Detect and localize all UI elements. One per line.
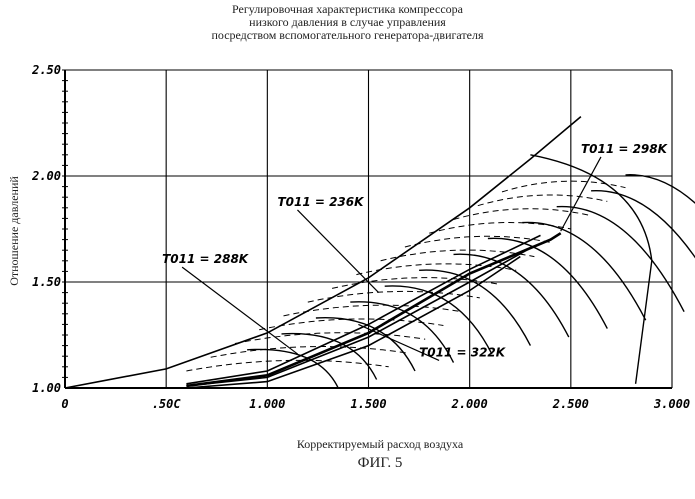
speed-line: [591, 190, 695, 259]
y-tick-label: 2.50: [31, 63, 61, 77]
speed-line: [419, 269, 532, 346]
speed-line: [281, 332, 378, 380]
annotations: T011 = 298K T011 = 236K T011 = 288K T011 = …: [162, 142, 669, 361]
efficiency-line: [429, 222, 571, 234]
y-axis-label: Отношение давлений: [7, 176, 21, 286]
annotation-label: T011 = 236K: [277, 195, 365, 209]
annotation-label: T011 = 288K: [162, 252, 250, 266]
efficiency-line: [404, 235, 553, 248]
efficiency-line: [501, 180, 626, 193]
efficiency-line: [453, 208, 590, 220]
chart-title-line-1: Регулировочная характеристика компрессор…: [232, 2, 463, 16]
x-axis-label: Корректируемый расход воздуха: [296, 437, 464, 451]
annotation-label: T011 = 298K: [581, 142, 669, 156]
x-tick-label: 1.500: [350, 397, 386, 411]
x-tick-label: 2.500: [552, 397, 589, 411]
x-tick-label: 2.000: [451, 397, 488, 411]
series-line: [186, 232, 562, 388]
figure-caption: ФИГ. 5: [357, 455, 403, 471]
speed-line: [453, 253, 570, 338]
series-line: [186, 247, 531, 387]
x-tick-label: 0: [61, 397, 68, 411]
annotation-leader: [181, 266, 299, 355]
y-tick-label: 1.50: [32, 275, 61, 289]
series-line: [186, 255, 521, 389]
x-tick-label: 3.000: [653, 397, 690, 411]
efficiency-line: [210, 346, 407, 358]
speed-line: [522, 221, 647, 321]
choke-boundary: [530, 154, 653, 384]
efficiency-line: [356, 263, 517, 276]
annotation-leader: [358, 323, 440, 361]
y-tick-label: 2.00: [31, 169, 61, 183]
efficiency-line: [477, 194, 608, 207]
annotation-leader: [297, 209, 380, 294]
x-tick-label: 1.000: [249, 397, 285, 411]
efficiency-line: [234, 332, 426, 344]
series-line: [186, 234, 541, 385]
y-tick-label: 1.00: [32, 381, 61, 395]
chart-title-line-3: посредством вспомогательного генератора-…: [211, 28, 484, 42]
speed-line: [384, 285, 493, 355]
speed-line: [350, 301, 455, 363]
grid: [65, 69, 673, 388]
series-lines: [186, 232, 562, 389]
surge-line: [64, 115, 582, 389]
chart-title-line-2: низкого давления в случае управления: [249, 15, 446, 29]
efficiency-line: [259, 318, 444, 331]
tick-labels: 0 .50C 1.000 1.500 2.000 2.500 3.000 1.00 1.50 2.…: [31, 63, 690, 411]
speed-line: [625, 174, 695, 205]
speed-line: [487, 237, 608, 329]
axes: [62, 69, 672, 389]
x-tick-label: .50C: [152, 397, 182, 411]
annotation-label: T011 = 322K: [419, 345, 507, 359]
annotation-leader: [560, 156, 602, 232]
efficiency-line: [283, 304, 462, 317]
efficiency-line: [307, 290, 480, 303]
efficiency-line: [331, 277, 499, 289]
efficiency-line: [186, 359, 389, 372]
